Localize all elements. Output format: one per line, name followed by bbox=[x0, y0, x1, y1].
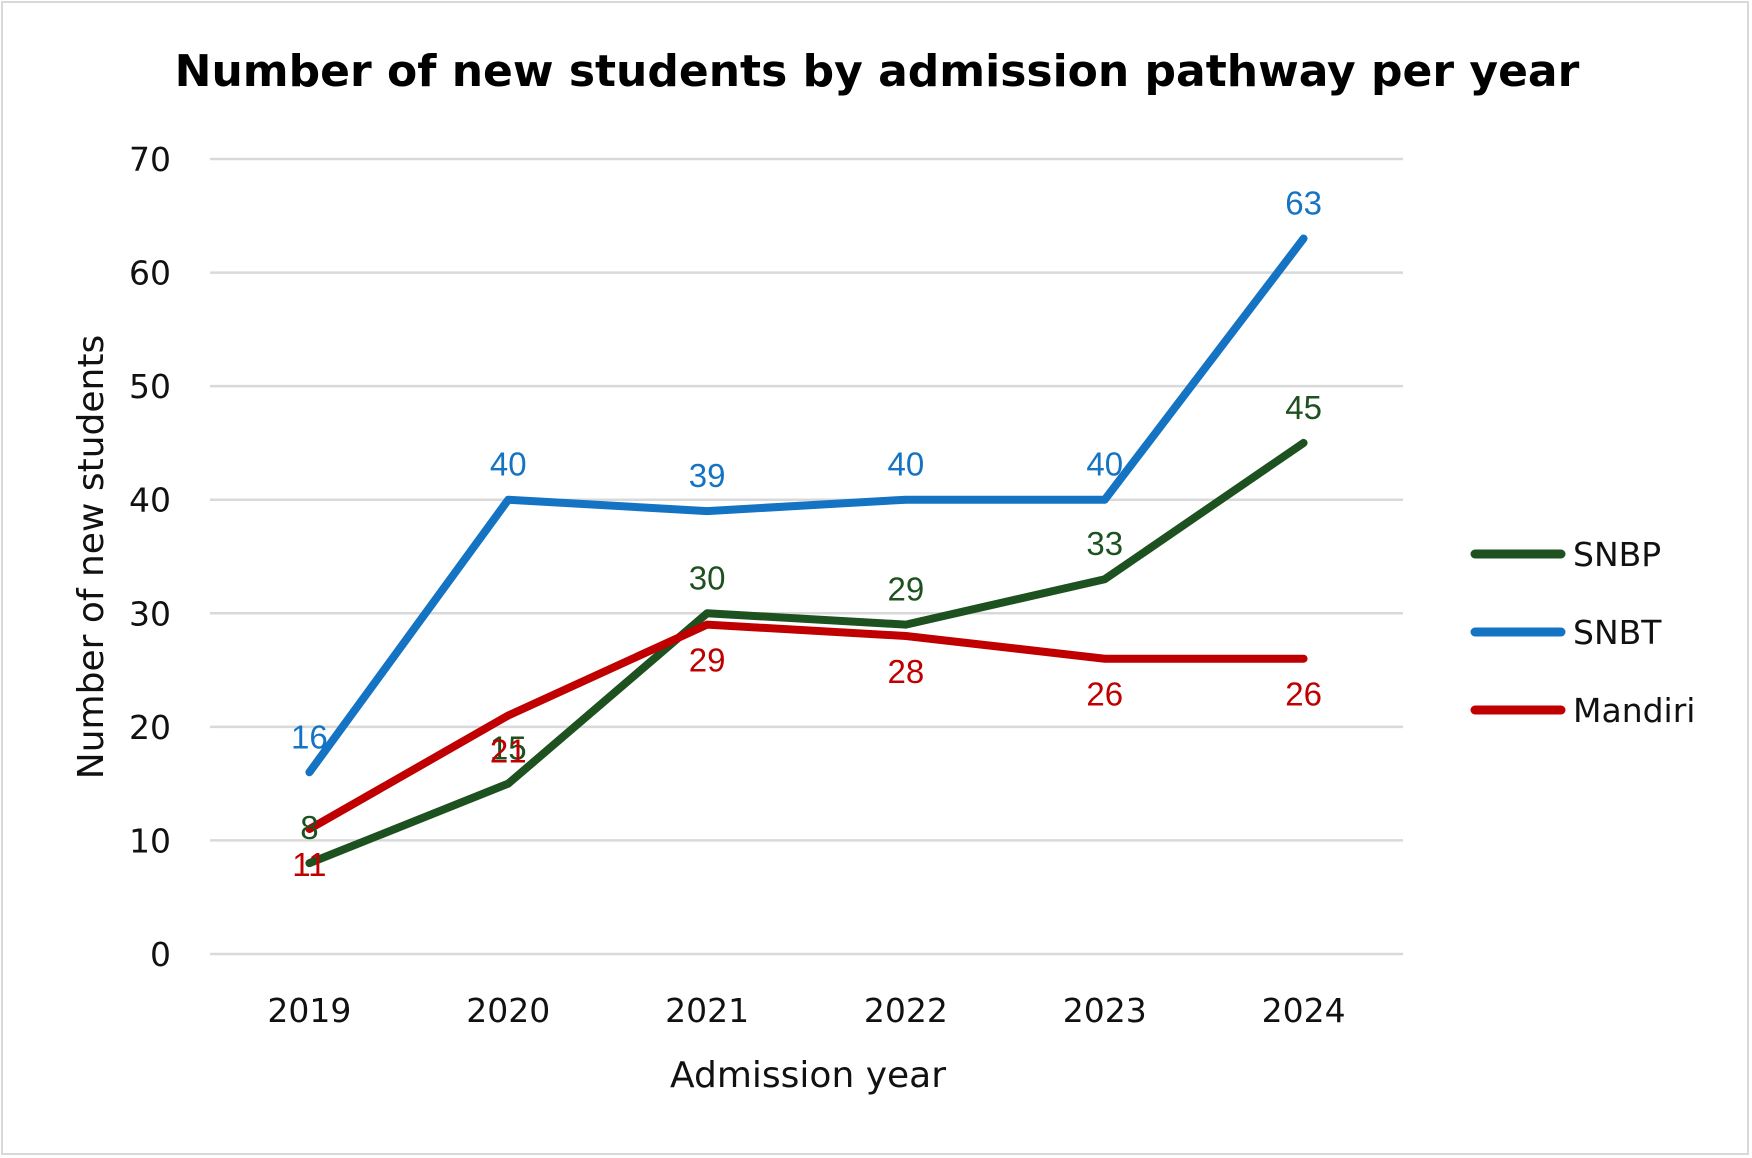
y-tick-label: 60 bbox=[129, 254, 171, 293]
x-tick-label: 2020 bbox=[466, 991, 550, 1030]
series-line-snbp bbox=[305, 438, 1308, 868]
legend: SNBP SNBT Mandiri bbox=[1470, 535, 1695, 730]
y-tick-label: 20 bbox=[129, 708, 171, 747]
data-label-snbt: 40 bbox=[888, 446, 925, 483]
legend-label-snbp: SNBP bbox=[1573, 535, 1661, 574]
series-line-snbt bbox=[305, 234, 1308, 777]
x-tick-label: 2019 bbox=[267, 991, 351, 1030]
y-tick-label: 50 bbox=[129, 367, 171, 406]
data-label-snbt: 16 bbox=[291, 718, 328, 755]
data-label-snbt: 39 bbox=[689, 457, 726, 494]
data-label-snbp: 29 bbox=[888, 571, 925, 608]
data-label-snbp: 30 bbox=[689, 559, 726, 596]
x-tick-label: 2024 bbox=[1262, 991, 1346, 1030]
data-label-snbt: 40 bbox=[1086, 446, 1123, 483]
series-line-mandiri bbox=[305, 620, 1308, 834]
data-label-mandiri: 26 bbox=[1285, 676, 1322, 713]
data-label-snbp: 33 bbox=[1086, 525, 1123, 562]
data-label-snbt: 63 bbox=[1285, 185, 1322, 222]
data-labels: 8 15 30 29 33 45 16 40 39 40 40 63 11 21 29 28 26 26 bbox=[291, 185, 1322, 884]
data-label-snbp: 45 bbox=[1285, 389, 1322, 426]
y-tick-label: 10 bbox=[129, 821, 171, 860]
data-label-snbp: 15 bbox=[490, 730, 527, 767]
chart-title: Number of new students by admission path… bbox=[175, 46, 1580, 97]
data-label-mandiri: 26 bbox=[1086, 676, 1123, 713]
y-axis-title: Number of new students bbox=[71, 335, 112, 779]
x-tick-label: 2022 bbox=[864, 991, 948, 1030]
data-label-mandiri: 21 bbox=[490, 733, 527, 770]
data-label-snbp: 8 bbox=[300, 809, 318, 846]
x-tick-label: 2021 bbox=[665, 991, 749, 1030]
y-tick-label: 70 bbox=[129, 140, 171, 179]
y-axis-ticks: 0 10 20 30 40 50 60 70 bbox=[129, 140, 171, 974]
x-axis-ticks: 2019 2020 2021 2022 2023 2024 bbox=[267, 991, 1345, 1030]
y-tick-label: 40 bbox=[129, 481, 171, 520]
data-label-snbt: 40 bbox=[490, 446, 527, 483]
x-tick-label: 2023 bbox=[1063, 991, 1147, 1030]
series-lines bbox=[305, 234, 1308, 868]
data-label-mandiri: 11 bbox=[292, 846, 326, 883]
y-tick-label: 0 bbox=[150, 935, 171, 974]
legend-label-snbt: SNBT bbox=[1573, 613, 1662, 652]
x-axis-title: Admission year bbox=[670, 1055, 946, 1096]
y-tick-label: 30 bbox=[129, 594, 171, 633]
gridlines bbox=[210, 157, 1403, 956]
data-label-mandiri: 29 bbox=[689, 642, 726, 679]
data-label-mandiri: 28 bbox=[888, 653, 925, 690]
legend-label-mandiri: Mandiri bbox=[1573, 691, 1695, 730]
